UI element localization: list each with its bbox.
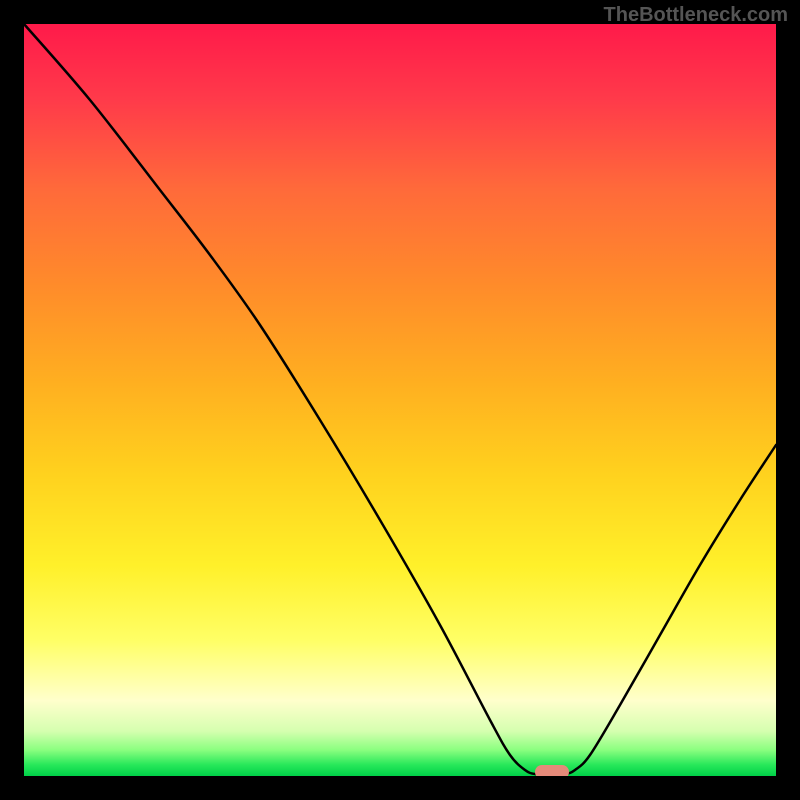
- bottleneck-chart: TheBottleneck.com: [0, 0, 800, 800]
- bottleneck-curve: [24, 24, 776, 774]
- watermark-text: TheBottleneck.com: [604, 4, 788, 27]
- optimal-point-marker: [535, 765, 569, 779]
- chart-curve-layer: [0, 0, 800, 800]
